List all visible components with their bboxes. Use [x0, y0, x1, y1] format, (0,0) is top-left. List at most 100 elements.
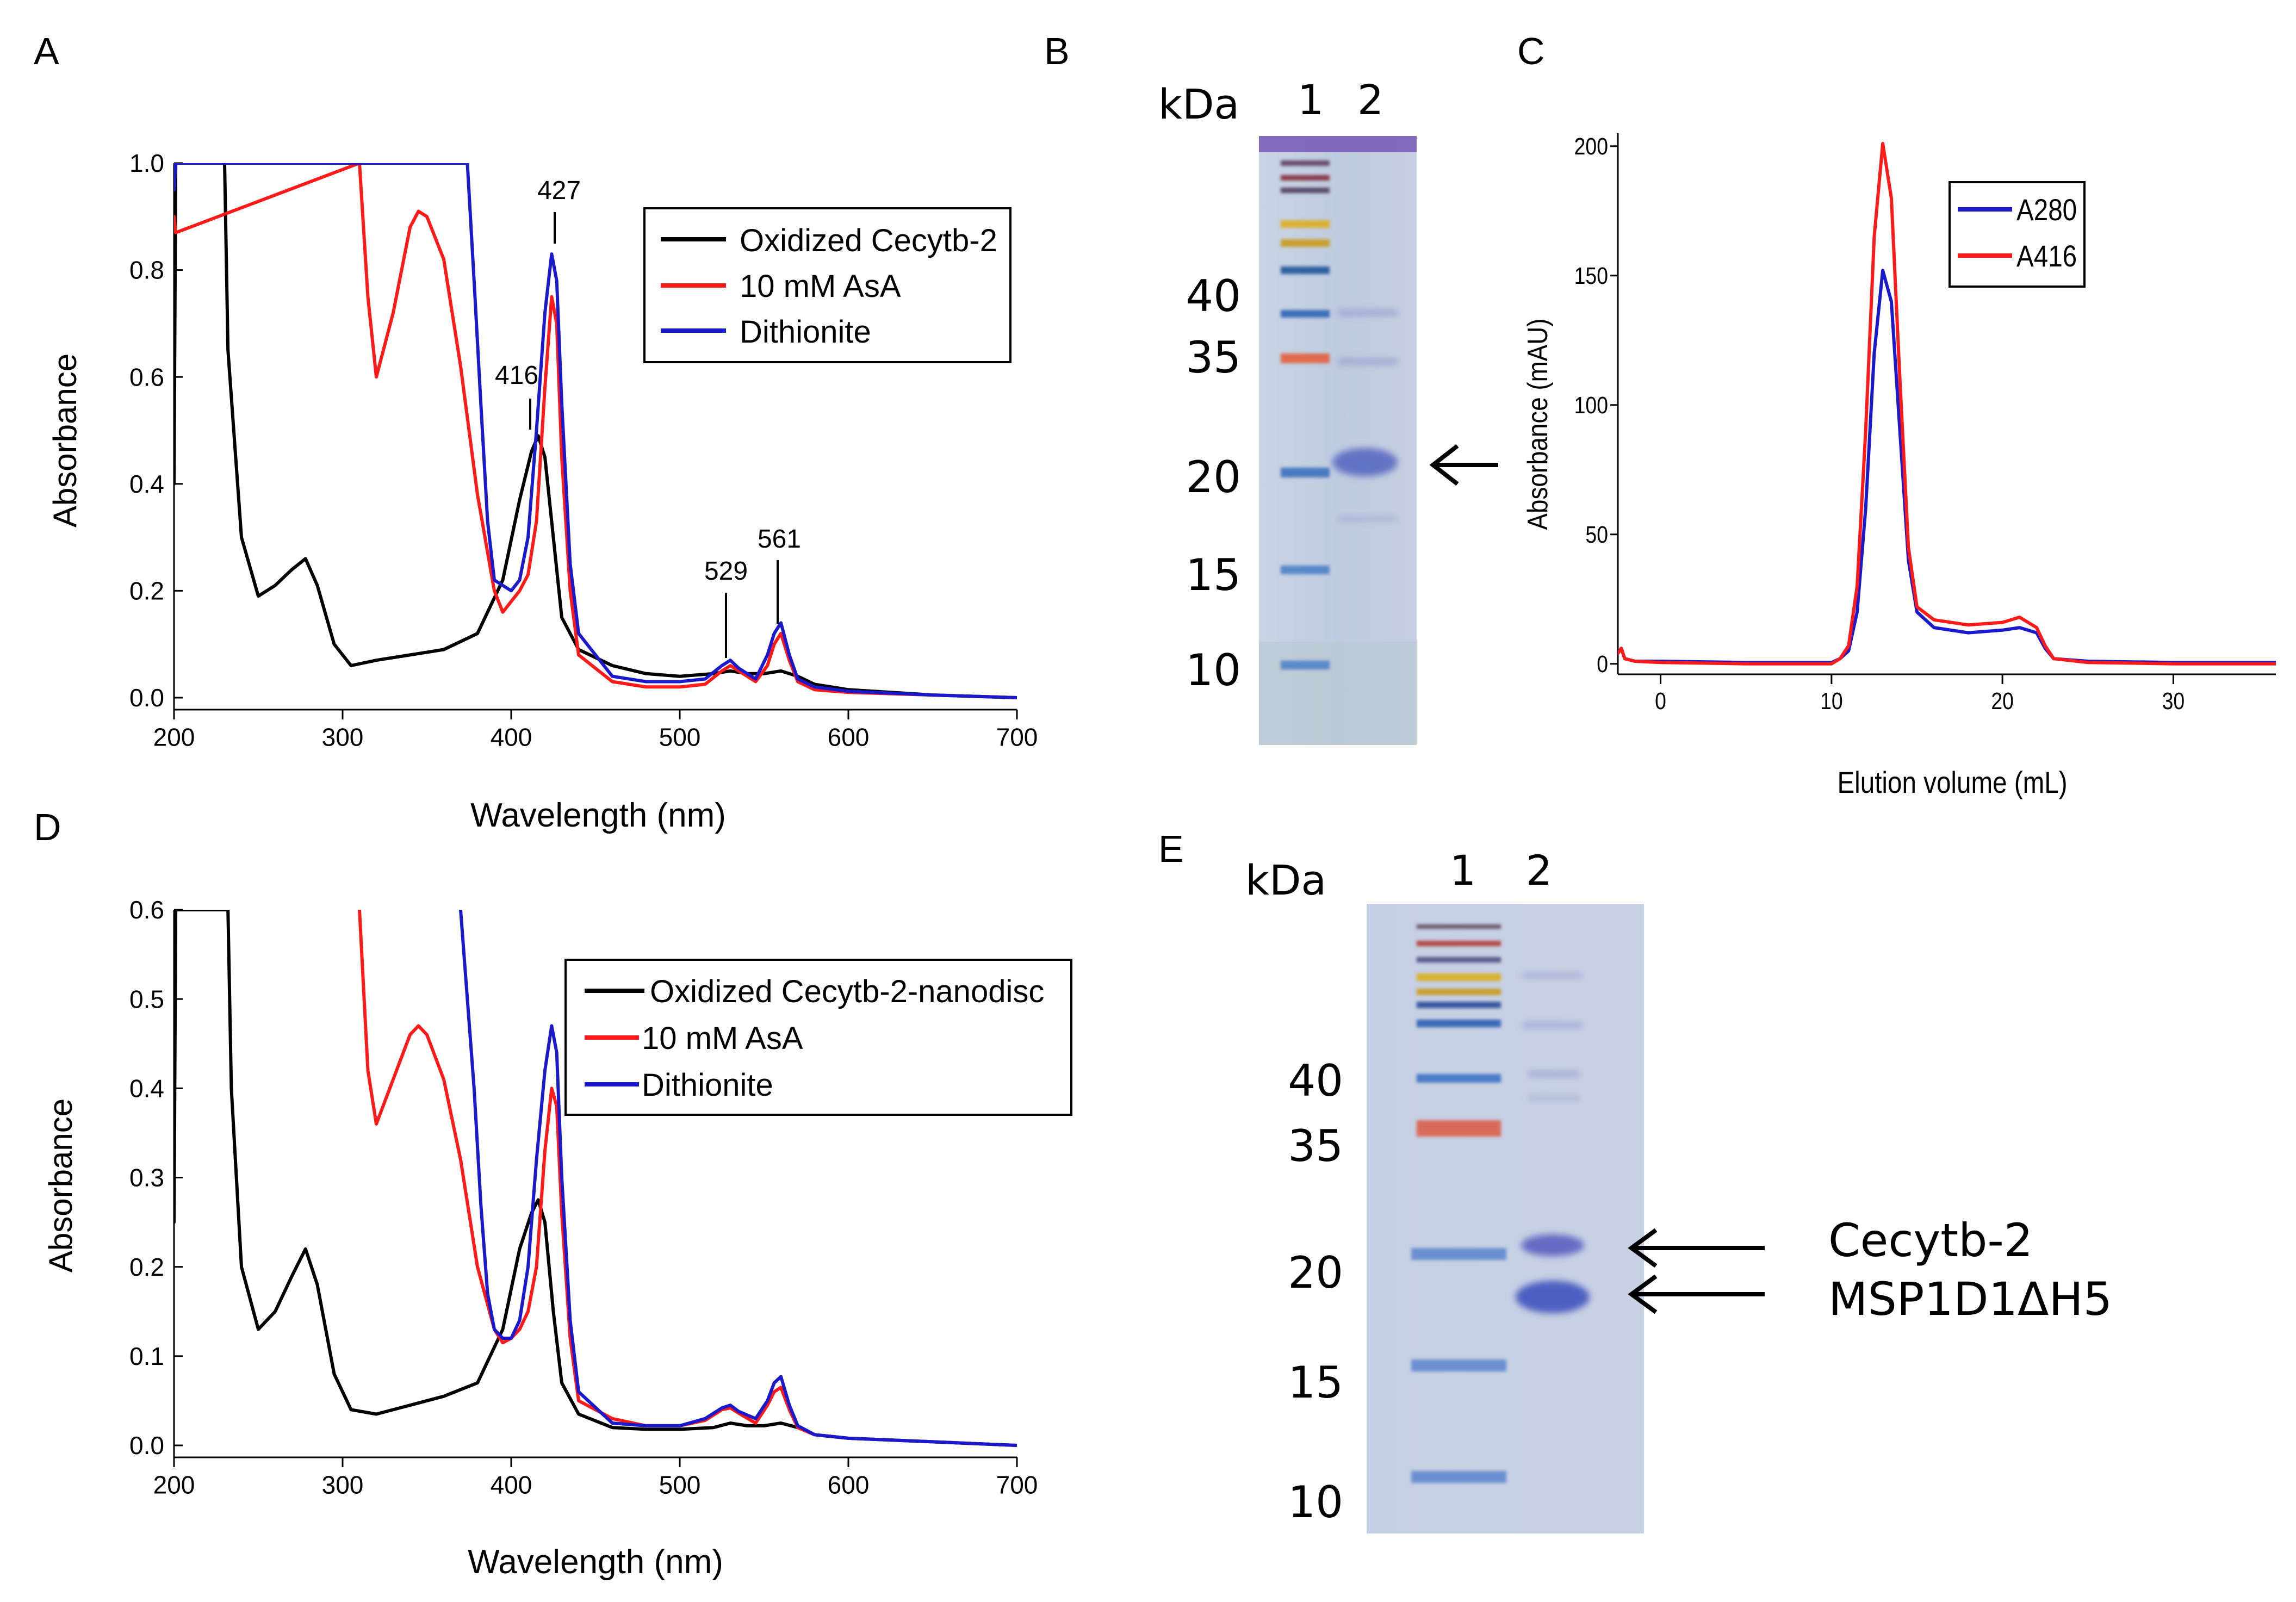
- panel-d-x-axis-label: Wavelength (nm): [468, 1543, 723, 1581]
- panel-e-lane-2-bands: [1516, 973, 1590, 1313]
- panel-a-y-axis-label: Absorbance: [47, 353, 83, 527]
- panel-a-y-tick-label: 0.4: [129, 470, 164, 498]
- panel-a-annotation-529: 529: [704, 557, 748, 586]
- panel-b-well: [1259, 136, 1417, 152]
- panel-e-marker-35: 35: [1288, 1121, 1343, 1171]
- panel-d-x-tick-label: 200: [153, 1470, 195, 1499]
- panel-d: D Absorbance Wavelength (nm) 0.00.10.20.…: [34, 806, 1072, 1581]
- panel-a-x-tick-label: 600: [828, 723, 870, 751]
- panel-a-legend-entry-oxidized: Oxidized Cecytb-2: [740, 223, 997, 258]
- panel-b-lane-2-label: 2: [1357, 76, 1383, 124]
- panel-a-series-dithionite: [174, 163, 1017, 699]
- panel-d-series-dithionite: [459, 910, 1017, 1447]
- panel-d-series-oxidized-cecytb-2-nanodisc: [174, 910, 1017, 1447]
- panel-a-y-tick-label: 0.6: [129, 363, 164, 391]
- panel-a-y-tick-label: 1.0: [129, 149, 164, 177]
- panel-d-series-10-mm-asa: [358, 910, 1017, 1447]
- panel-c-legend-entry-a280: A280: [2016, 193, 2077, 227]
- panel-e-arrow-label-cecytb: Cecytb-2: [1828, 1214, 2033, 1267]
- panel-c-legend: [1949, 181, 2086, 288]
- panel-a-legend-entry-dithionite: Dithionite: [740, 314, 871, 350]
- panel-d-x-tick-label: 600: [828, 1470, 870, 1499]
- panel-b-label: B: [1044, 30, 1070, 72]
- panel-d-y-axis-label: Absorbance: [42, 1098, 79, 1272]
- panel-e-kda-label: kDa: [1245, 856, 1326, 904]
- panel-a-x-tick-label: 200: [153, 723, 195, 751]
- panel-b-marker-20: 20: [1186, 452, 1241, 502]
- panel-d-label: D: [34, 806, 61, 848]
- panel-b-lane-2-bands: [1332, 310, 1398, 521]
- panel-c-label: C: [1517, 30, 1545, 72]
- panel-a-y-tick-label: 0.8: [129, 256, 164, 284]
- panel-d-x-tick-label: 500: [659, 1470, 701, 1499]
- panel-e-lane-2-label: 2: [1526, 846, 1552, 895]
- panel-b-ladder-bands: [1281, 160, 1330, 669]
- panel-e-marker-10: 10: [1288, 1477, 1343, 1528]
- panel-e-arrow-msp: [1628, 1274, 1765, 1314]
- panel-c-x-tick-label: 0: [1655, 687, 1666, 715]
- panel-a-annotation-416: 416: [495, 361, 538, 390]
- panel-d-y-tick-label: 0.5: [129, 985, 164, 1013]
- panel-a-x-tick-label: 500: [659, 723, 701, 751]
- panel-a: A Absorbance Wavelength (nm) 0.00.20.40.…: [34, 30, 1038, 834]
- panel-c-legend-entry-a416: A416: [2016, 239, 2077, 273]
- panel-d-y-tick-label: 0.4: [129, 1074, 164, 1102]
- panel-b: B kDa 1 2 40 35 20 15 10: [1044, 30, 1498, 745]
- panel-e-marker-15: 15: [1288, 1357, 1343, 1408]
- panel-e-arrow-cecytb: [1628, 1228, 1765, 1268]
- panel-d-y-tick-label: 0.3: [129, 1164, 164, 1192]
- panel-d-plot: 0.0 0.1 0.2 0.3 0.4 0.5 0.6 200 300 400 500 600 700: [129, 896, 1038, 1499]
- panel-d-legend: [564, 959, 1072, 1116]
- panel-e-lane-1-label: 1: [1450, 846, 1476, 895]
- panel-d-x-tick-label: 400: [491, 1470, 532, 1499]
- panel-a-x-axis-label: Wavelength (nm): [470, 797, 726, 834]
- panel-a-x-tick-label: 300: [322, 723, 364, 751]
- panel-d-x-tick-label: 300: [322, 1470, 364, 1499]
- panel-d-y-tick-label: 0.0: [129, 1431, 164, 1460]
- panel-c-x-tick-label: 20: [1991, 687, 2014, 715]
- panel-b-gel-bottom: [1259, 642, 1417, 745]
- panel-d-legend-entry-asa: 10 mM AsA: [642, 1021, 803, 1056]
- panel-a-series-10-mm-asa: [174, 163, 1017, 699]
- panel-c-x-tick-label: 10: [1820, 687, 1843, 715]
- panel-c-x-axis-label: Elution volume (mL): [1837, 766, 2067, 799]
- panel-c-y-tick-label: 150: [1574, 262, 1608, 289]
- panel-e-gel: [1367, 904, 1644, 1533]
- panel-d-legend-entry-oxidized: Oxidized Cecytb-2-nanodisc: [650, 974, 1044, 1009]
- panel-e-ladder-bands: [1411, 924, 1506, 1483]
- panel-c-y-tick-label: 200: [1574, 133, 1608, 160]
- panel-c: C Absorbance (mAU) Elution volume (mL) 0…: [1517, 30, 2276, 800]
- panel-e-marker-40: 40: [1288, 1055, 1343, 1106]
- panel-c-y-tick-label: 100: [1574, 392, 1608, 419]
- panel-c-y-tick-label: 50: [1585, 521, 1608, 548]
- panel-b-marker-10: 10: [1186, 645, 1241, 696]
- panel-c-plot: 0 50 100 150 200 0 10 20 30: [1574, 133, 2276, 715]
- panel-a-y-tick-label: 0.2: [129, 577, 164, 605]
- panel-b-marker-15: 15: [1186, 550, 1241, 600]
- panel-a-x-tick-label: 700: [996, 723, 1038, 751]
- panel-e-label: E: [1158, 828, 1184, 870]
- panel-a-plot: 0.0 0.2 0.4 0.6 0.8 1.0 200 300 400 500 600 700: [129, 149, 1038, 751]
- panel-c-x-tick-label: 30: [2162, 687, 2185, 715]
- panel-b-marker-40: 40: [1186, 271, 1241, 321]
- panel-b-arrow: [1429, 444, 1498, 486]
- panel-a-legend-entry-asa: 10 mM AsA: [740, 269, 901, 304]
- panel-a-annotation-427: 427: [537, 176, 581, 205]
- panel-d-y-tick-label: 0.6: [129, 896, 164, 924]
- panel-d-y-tick-label: 0.2: [129, 1253, 164, 1281]
- panel-c-y-tick-label: 0: [1597, 650, 1608, 678]
- panel-e-marker-20: 20: [1288, 1247, 1343, 1298]
- panel-b-lane-1-label: 1: [1298, 76, 1324, 124]
- panel-a-label: A: [34, 30, 59, 72]
- panel-b-marker-35: 35: [1186, 332, 1241, 383]
- panel-e: E kDa 1 2 40 35 20: [1158, 828, 2112, 1533]
- panel-d-y-tick-label: 0.1: [129, 1342, 164, 1370]
- panel-c-series-a416: [1618, 142, 2276, 666]
- panel-b-kda-label: kDa: [1158, 80, 1239, 128]
- panel-d-x-tick-label: 700: [996, 1470, 1038, 1499]
- panel-a-x-tick-label: 400: [491, 723, 532, 751]
- panel-e-arrow-label-msp: MSP1D1ΔH5: [1828, 1272, 2112, 1326]
- panel-c-y-axis-label: Absorbance (mAU): [1522, 318, 1553, 530]
- panel-d-legend-entry-dithionite: Dithionite: [642, 1067, 773, 1103]
